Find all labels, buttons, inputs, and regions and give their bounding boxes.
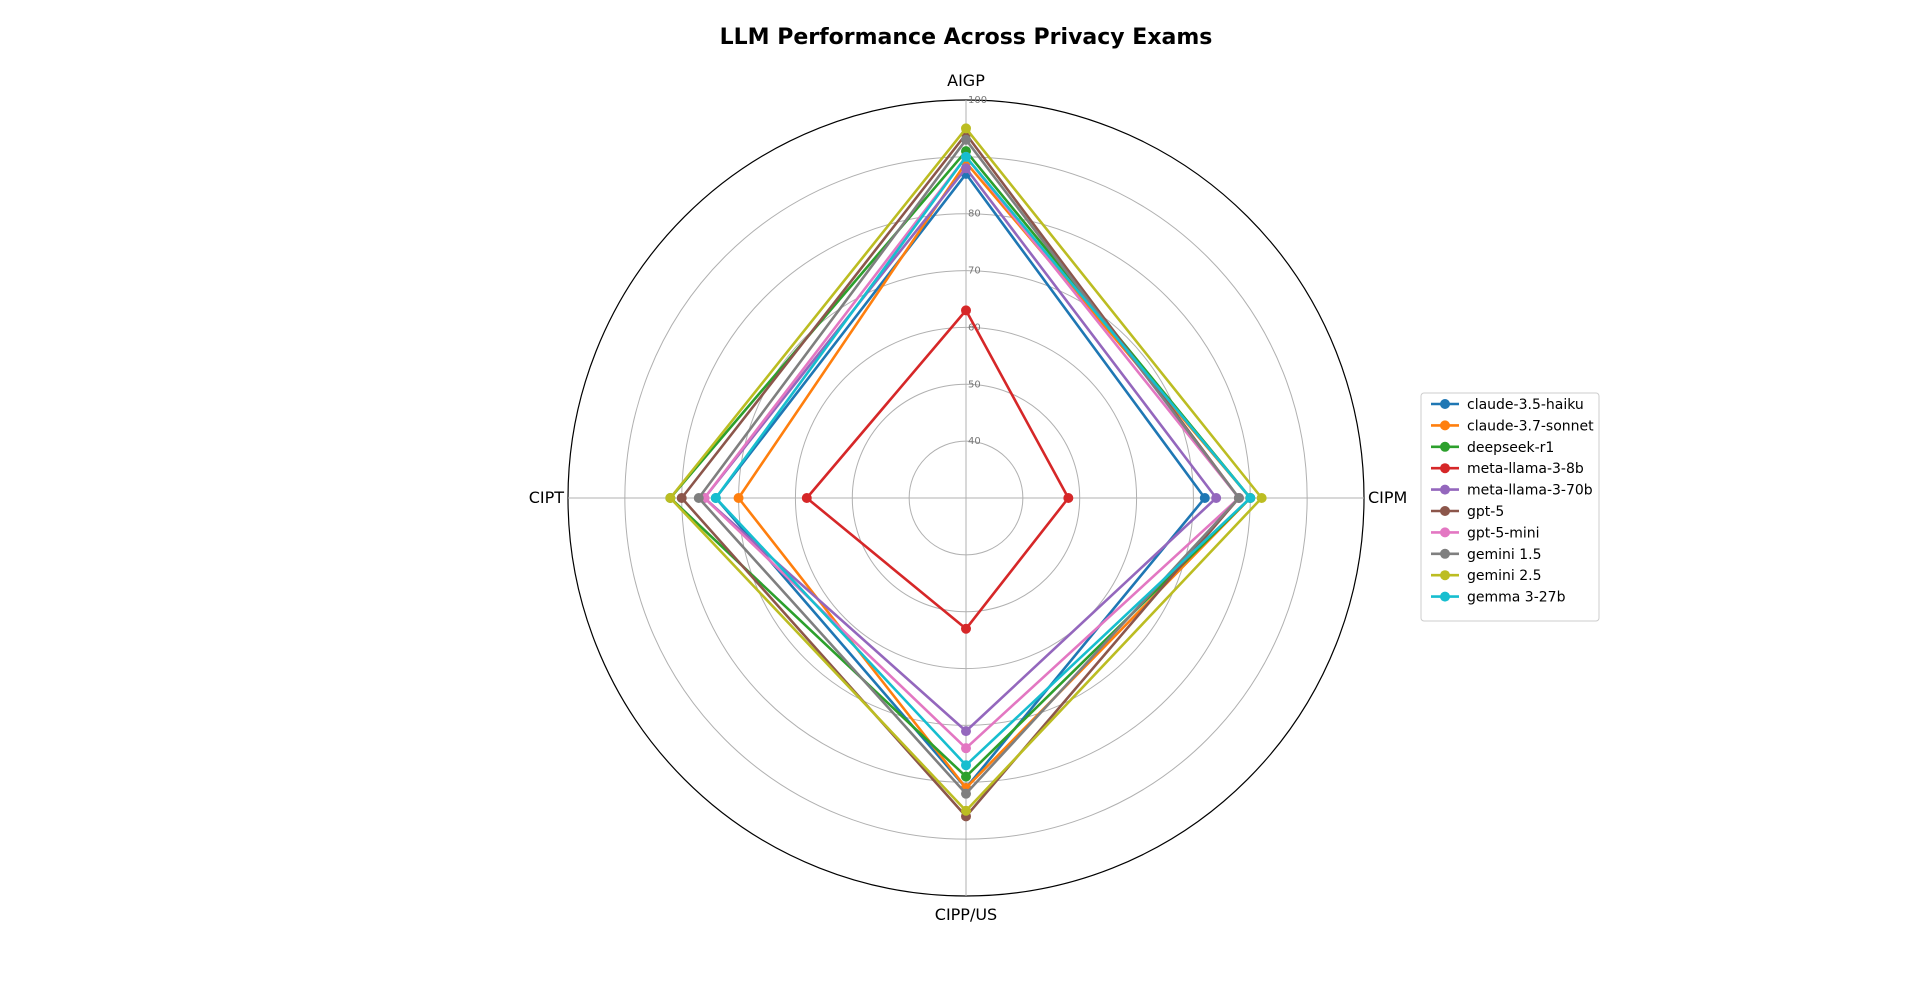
legend-label: claude-3.7-sonnet (1467, 418, 1594, 434)
legend-item: claude-3.5-haiku (1431, 397, 1584, 413)
axis-label-aigp: AIGP (947, 71, 985, 90)
legend-swatch-marker (1440, 591, 1450, 602)
legend-label: gemini 1.5 (1467, 547, 1542, 563)
legend-item: gpt-5-mini (1431, 525, 1540, 541)
legend-item: meta-llama-3-8b (1431, 461, 1584, 477)
series-line (680, 132, 1241, 818)
axis-label-cipp-us: CIPP/US (935, 905, 997, 924)
series-line (714, 172, 1207, 790)
radial-tick-label: 80 (968, 209, 981, 220)
legend-box (1420, 392, 1600, 622)
legend-label: deepseek-r1 (1467, 440, 1554, 456)
data-point (1245, 493, 1256, 503)
legend-label: meta-llama-3-8b (1467, 461, 1584, 477)
series-line (697, 138, 1241, 795)
axis-label-cipt: CIPT (529, 488, 565, 507)
legend-label: gemini 2.5 (1467, 568, 1542, 584)
radial-tick-label: 40 (968, 436, 981, 447)
data-point (665, 493, 676, 503)
legend-label: gpt-5-mini (1467, 525, 1540, 541)
data-point (1199, 493, 1210, 503)
legend-swatch-marker (1440, 548, 1450, 559)
series-line (669, 149, 1252, 778)
radial-tick-label: 100 (968, 95, 987, 106)
series-deepseek-r1 (665, 146, 1256, 782)
legend-item: claude-3.7-sonnet (1431, 418, 1594, 434)
series-gpt-5-mini (699, 151, 1244, 754)
data-point (961, 788, 971, 799)
data-point (961, 805, 971, 816)
series-claude-3-5-haiku (710, 168, 1210, 793)
data-point (961, 134, 971, 145)
data-point (961, 743, 971, 754)
data-point (961, 123, 971, 134)
series-line (805, 309, 1070, 631)
legend-label: meta-llama-3-70b (1467, 483, 1593, 499)
series-gemma-3-27b (710, 151, 1256, 771)
series-gpt-5 (676, 129, 1244, 822)
series-gemini-1-5 (693, 134, 1244, 799)
series-line (714, 155, 1252, 767)
series-gemini-2-5 (665, 123, 1267, 816)
data-point (676, 493, 687, 503)
data-point (1063, 493, 1074, 503)
series-line (703, 155, 1241, 750)
axis-label-cipm: CIPM (1368, 488, 1407, 507)
axis-labels: AIGP CIPM CIPP/US CIPT (529, 71, 1408, 924)
legend-item: gpt-5 (1431, 504, 1504, 520)
legend-item: gemma 3-27b (1431, 590, 1566, 606)
data-point (693, 493, 704, 503)
legend-swatch-marker (1440, 506, 1450, 516)
data-point (961, 305, 971, 316)
legend-item: gemini 1.5 (1431, 547, 1542, 563)
series-meta-llama-3-70b (699, 163, 1222, 737)
data-point (961, 760, 971, 771)
legend-swatch-marker (1440, 484, 1450, 495)
legend-label: gemma 3-27b (1467, 590, 1566, 606)
legend-label: claude-3.5-haiku (1467, 397, 1584, 413)
data-series (665, 123, 1267, 822)
legend-label: gpt-5 (1467, 504, 1504, 520)
data-point (801, 493, 812, 503)
data-point (710, 493, 721, 503)
legend-item: deepseek-r1 (1431, 440, 1554, 456)
legend-item: gemini 2.5 (1431, 568, 1542, 584)
data-point (961, 771, 971, 782)
legend: claude-3.5-haiku claude-3.7-sonnet deepsee… (1420, 392, 1600, 622)
radial-tick-label: 50 (968, 379, 981, 390)
data-point (961, 623, 971, 634)
chart-title: LLM Performance Across Privacy Exams (720, 25, 1213, 50)
series-claude-3-7-sonnet (733, 157, 1256, 793)
legend-swatch-marker (1440, 527, 1450, 538)
legend-swatch-marker (1440, 441, 1450, 452)
legend-swatch-marker (1440, 399, 1450, 409)
data-point (961, 163, 971, 174)
data-point (733, 493, 744, 503)
legend-swatch-marker (1440, 570, 1450, 581)
legend-swatch-marker (1440, 463, 1450, 474)
data-point (1256, 493, 1267, 503)
series-line (703, 166, 1218, 733)
data-point (1233, 493, 1244, 503)
legend-item: meta-llama-3-70b (1431, 483, 1593, 499)
series-meta-llama-3-8b (801, 305, 1074, 634)
data-point (961, 151, 971, 162)
legend-swatch-marker (1440, 420, 1450, 431)
data-point (961, 726, 971, 737)
data-point (1211, 493, 1222, 503)
radial-tick-label: 70 (968, 266, 981, 277)
